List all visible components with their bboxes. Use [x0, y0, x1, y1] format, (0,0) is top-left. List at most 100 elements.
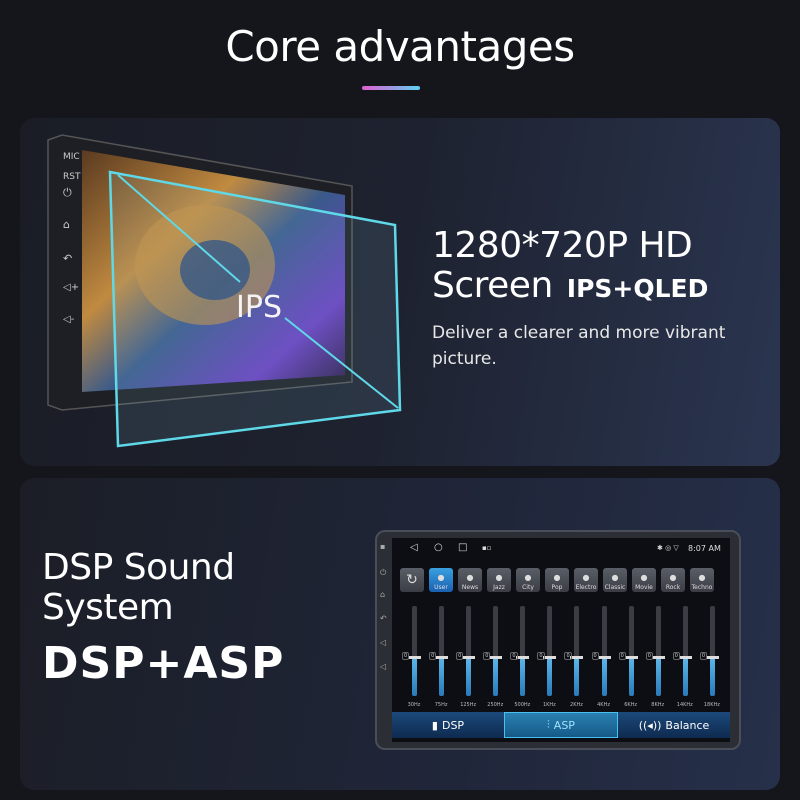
power-icon: ⏻	[63, 186, 72, 199]
preset-icon: ●	[611, 573, 619, 582]
eq-value: 0	[699, 652, 708, 660]
eq-slider[interactable]	[547, 606, 553, 696]
eq-knob[interactable]	[624, 656, 638, 659]
eq-knob[interactable]	[678, 656, 692, 659]
preset-pop[interactable]: ● Pop	[545, 568, 569, 592]
eq-tabs: ▮ DSP ⫶ ASP ((◂)) Balance	[392, 712, 730, 738]
eq-knob[interactable]	[543, 656, 557, 659]
eq-knob[interactable]	[489, 656, 503, 659]
eq-head-unit: ▪ ⏻ ⌂ ↶ ◁ ◁ ◁ ○ □ ▪▫ ✱ ◎ ▽ 8:07 AM ↻ ● Us…	[375, 530, 741, 750]
eq-slider[interactable]	[520, 606, 526, 696]
eq-slider[interactable]	[493, 606, 499, 696]
mic-label: MIC	[63, 152, 80, 162]
eq-knob[interactable]	[435, 656, 449, 659]
eq-knob[interactable]	[408, 656, 421, 659]
screen-description-line1: Deliver a clearer and more vibrant	[432, 323, 726, 343]
preset-techno[interactable]: ● Techno	[690, 568, 714, 592]
back-triangle-icon[interactable]: ◁	[410, 542, 418, 553]
eq-value: 0	[564, 652, 572, 660]
preset-icon: ●	[466, 573, 474, 582]
reset-button[interactable]: ↻	[400, 568, 424, 592]
preset-movie[interactable]: ● Movie	[632, 568, 656, 592]
eq-band: 0 2KHz	[564, 598, 588, 708]
eq-frequency-label: 250Hz	[487, 702, 504, 708]
preset-icon: ●	[553, 573, 561, 582]
eq-value: 0	[672, 652, 680, 660]
eq-fill	[547, 658, 553, 696]
eq-slider[interactable]	[412, 606, 417, 696]
eq-value: 0	[591, 652, 599, 660]
eq-band: 0 18KHz	[699, 598, 724, 708]
volume-up-icon: ◁+	[63, 282, 80, 293]
eq-band: 0 14KHz	[672, 598, 697, 708]
bluetooth-icon: ✱ ◎ ▽	[657, 544, 679, 552]
eq-slider[interactable]	[655, 606, 661, 696]
eq-frequency-label: 2KHz	[570, 702, 583, 708]
volume-down-icon: ◁	[380, 662, 387, 671]
eq-knob[interactable]	[570, 656, 584, 659]
preset-icon: ●	[437, 573, 445, 582]
ips-glass-panel	[108, 170, 402, 448]
eq-band: 0 75Hz	[429, 598, 453, 708]
eq-frequency-label: 1KHz	[542, 702, 556, 708]
screen-description-line2: picture.	[432, 349, 497, 369]
preset-electro[interactable]: ● Electro	[574, 568, 598, 592]
eq-band: 0 500Hz	[510, 598, 534, 708]
screen-headline-line1: 1280*720P HD	[432, 225, 693, 266]
tab-asp[interactable]: ⫶ ASP	[504, 712, 618, 738]
home-icon: ⌂	[63, 218, 70, 231]
eq-slider[interactable]	[439, 606, 445, 696]
tab-balance[interactable]: ((◂)) Balance	[618, 712, 730, 738]
eq-value: 0	[618, 652, 626, 660]
preset-icon: ●	[698, 573, 706, 582]
preset-city[interactable]: ● City	[516, 568, 540, 592]
eq-knob[interactable]	[462, 656, 476, 659]
preset-icon: ●	[669, 573, 677, 582]
volume-up-icon: ◁	[380, 638, 387, 647]
eq-knob[interactable]	[705, 656, 719, 659]
eq-frequency-label: 8KHz	[651, 702, 665, 708]
home-icon: ⌂	[380, 590, 386, 599]
eq-slider[interactable]	[601, 606, 607, 696]
home-circle-icon[interactable]: ○	[434, 542, 443, 553]
eq-fill	[493, 658, 499, 696]
eq-value: 0	[537, 652, 545, 660]
preset-user[interactable]: ● User	[429, 568, 453, 592]
eq-frequency-label: 4KHz	[597, 702, 610, 708]
eq-bands: 0 30Hz 0 75Hz 0 125Hz 0 250Hz 0 500Hz 0 1KHz 0 2KHz 0 4…	[402, 598, 724, 708]
preset-icon: ●	[640, 573, 648, 582]
eq-slider[interactable]	[709, 606, 715, 696]
eq-frequency-label: 6KHz	[624, 702, 638, 708]
eq-fill	[574, 658, 580, 696]
eq-slider[interactable]	[682, 606, 688, 696]
preset-icon: ●	[524, 573, 532, 582]
eq-knob[interactable]	[597, 656, 611, 659]
eq-band: 0 6KHz	[618, 598, 643, 708]
volume-down-icon: ◁-	[63, 314, 75, 325]
ips-label: IPS	[236, 290, 282, 325]
eq-slider[interactable]	[628, 606, 634, 696]
preset-bar: ↻ ● User ● News ● Jazz ● City ● Pop ● Electro ● Class…	[400, 568, 714, 592]
eq-slider[interactable]	[574, 606, 580, 696]
preset-jazz[interactable]: ● Jazz	[487, 568, 511, 592]
dsp-headline-line2: System	[42, 587, 174, 628]
preset-news[interactable]: ● News	[458, 568, 482, 592]
eq-frequency-label: 14KHz	[676, 702, 693, 708]
eq-band: 0 30Hz	[402, 598, 426, 708]
notification-icons: ▪▫	[482, 544, 492, 552]
title-underline	[362, 86, 420, 90]
eq-knob[interactable]	[516, 656, 530, 659]
eq-value: 0	[456, 652, 464, 660]
dsp-asp-headline: DSP+ASP	[42, 638, 285, 689]
screen-headline-line2: Screen	[432, 265, 553, 306]
eq-band: 0 4KHz	[591, 598, 616, 708]
eq-knob[interactable]	[651, 656, 665, 659]
preset-classic[interactable]: ● Classic	[603, 568, 627, 592]
eq-slider[interactable]	[466, 606, 472, 696]
recents-square-icon[interactable]: □	[458, 542, 468, 553]
tab-dsp[interactable]: ▮ DSP	[392, 712, 504, 738]
preset-rock[interactable]: ● Rock	[661, 568, 685, 592]
eq-fill	[655, 658, 661, 696]
eq-value: 0	[510, 652, 518, 660]
